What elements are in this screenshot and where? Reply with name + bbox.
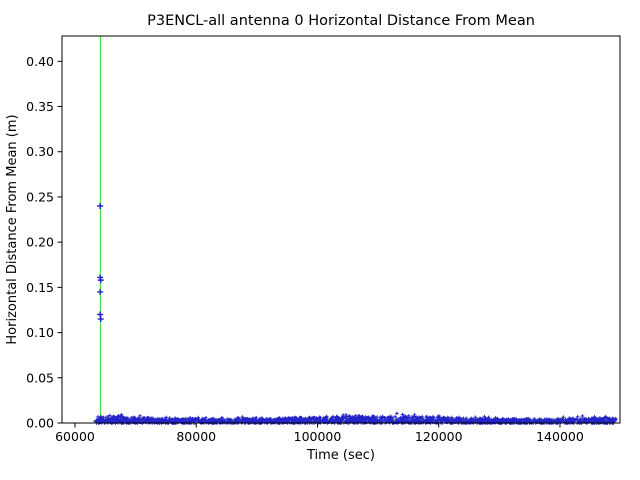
x-axis-label: Time (sec)	[306, 448, 375, 463]
y-tick-label: 0.00	[26, 416, 54, 431]
axes-box	[61, 35, 621, 424]
scatter-outliers	[97, 202, 104, 323]
y-tick-label: 0.20	[26, 235, 54, 250]
data-layer	[93, 36, 618, 425]
y-tick-label: 0.10	[26, 325, 54, 340]
x-tick-label: 140000	[536, 429, 584, 444]
x-tick-label: 100000	[294, 429, 342, 444]
y-tick-label: 0.25	[26, 189, 54, 204]
scatter-band	[93, 411, 618, 425]
x-tick-label: 60000	[55, 429, 95, 444]
tick-layer: 60000 80000 100000 120000 140000 0.00 0.05 0.10…	[26, 54, 584, 444]
chart-title: P3ENCL-all antenna 0 Horizontal Distance…	[147, 13, 535, 29]
x-tick-label: 80000	[176, 429, 216, 444]
y-tick-label: 0.35	[26, 99, 54, 114]
y-axis-label: Horizontal Distance From Mean (m)	[5, 114, 20, 344]
y-tick-label: 0.15	[26, 280, 54, 295]
y-tick-label: 0.05	[26, 370, 54, 385]
y-tick-label: 0.40	[26, 54, 54, 69]
x-tick-label: 120000	[415, 429, 463, 444]
y-tick-label: 0.30	[26, 144, 54, 159]
